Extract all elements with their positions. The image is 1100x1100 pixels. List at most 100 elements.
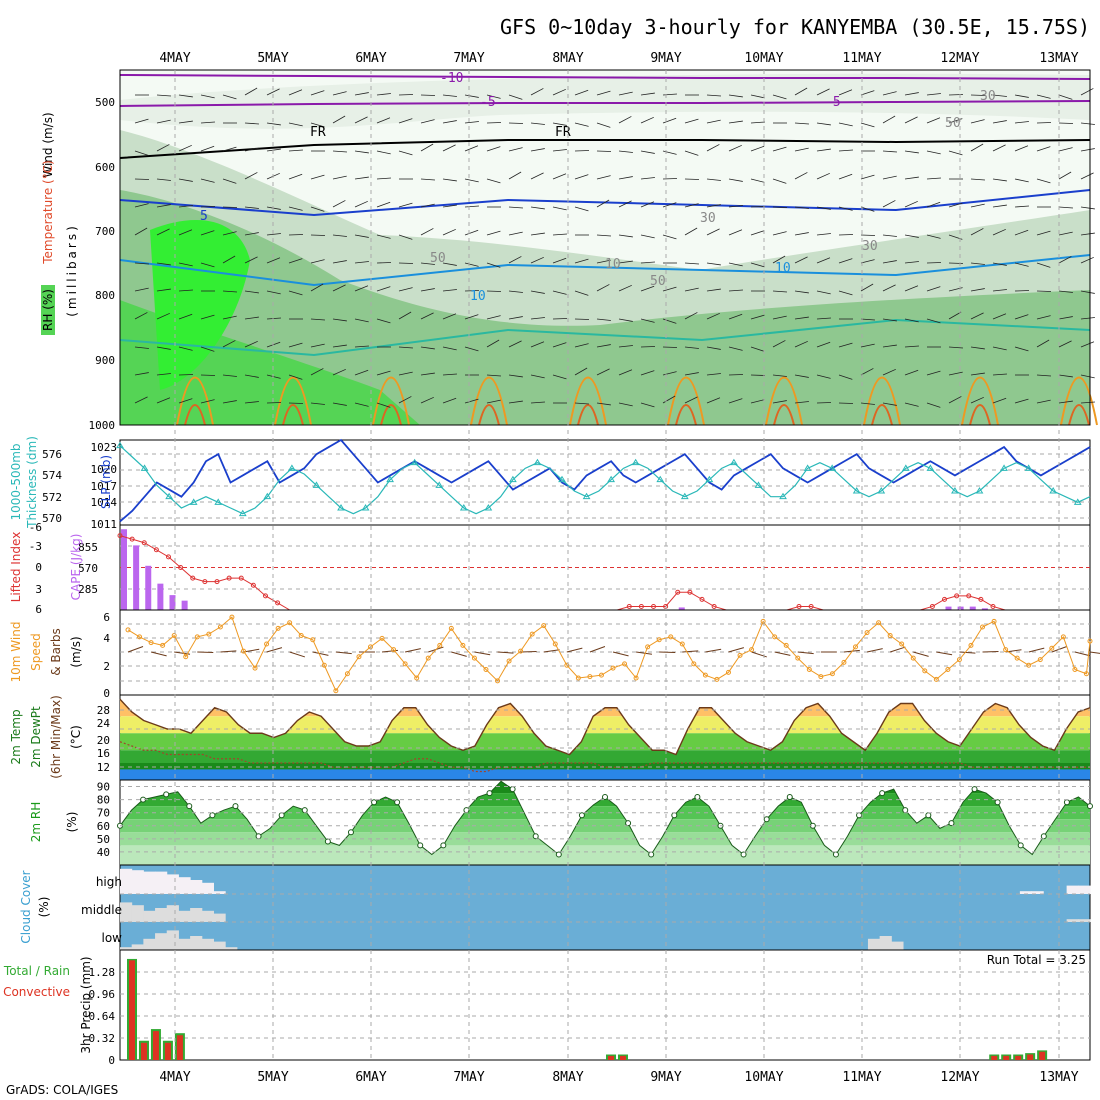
- wind-label-units: (m/s): [69, 636, 83, 667]
- wind-speed-point: [564, 662, 570, 668]
- contour-label: 50: [430, 251, 446, 266]
- rh-point: [232, 803, 239, 810]
- wind-barb: [904, 345, 919, 348]
- wind-speed-point: [402, 661, 408, 667]
- wind-speed-point: [391, 647, 397, 653]
- wind-barb: [398, 150, 413, 156]
- wind-barb: [750, 178, 765, 183]
- wind-barb: [1014, 262, 1029, 267]
- wind-barb: [332, 402, 347, 406]
- wind-barb: [266, 122, 281, 126]
- wind-speed-point: [714, 676, 720, 682]
- axis-tick-label: 60: [97, 820, 110, 833]
- wind-barb: [596, 368, 610, 376]
- axis-tick-label: 700: [95, 225, 115, 238]
- wind-barb: [244, 316, 259, 320]
- axis-tick-label: 570: [78, 562, 98, 575]
- wind-barb: [244, 172, 258, 180]
- wind-barb: [838, 206, 853, 211]
- wind-barb: [794, 232, 809, 236]
- axis-tick-label: 570: [42, 512, 62, 525]
- wind-speed-point: [679, 641, 685, 647]
- wind-barb: [376, 201, 391, 208]
- wind-barb: [244, 206, 259, 209]
- temperature-contour: [119, 254, 1091, 287]
- lifted-index-point: [178, 565, 184, 570]
- rh-point: [786, 794, 793, 800]
- surface-wind-barb: [1089, 651, 1100, 655]
- surface-wind-barb: [520, 650, 537, 653]
- wind-barb: [486, 230, 501, 236]
- wind-barb: [376, 93, 391, 96]
- wind-barb: [442, 144, 456, 152]
- wind-speed-point: [414, 675, 420, 681]
- wind-barb: [1080, 317, 1095, 320]
- wind-barb: [1058, 290, 1073, 293]
- rh-units: (%): [65, 812, 79, 833]
- axis-tick-label: 600: [95, 161, 115, 174]
- thickness-point: [435, 481, 444, 488]
- surface-wind-barb: [982, 650, 999, 653]
- wind-speed-point: [622, 661, 628, 667]
- wind-speed-point: [194, 634, 200, 640]
- lifted-index-point: [153, 547, 159, 553]
- wind-barb: [970, 119, 985, 124]
- wind-barb: [794, 147, 809, 152]
- wind-speed-point: [287, 620, 293, 626]
- surface-wind-barb: [451, 651, 467, 657]
- rh-label: RH (%): [41, 289, 55, 331]
- thickness-point: [730, 458, 738, 466]
- cloud-bar: [1078, 885, 1091, 894]
- cape-bar: [969, 606, 976, 610]
- wind-barb: [904, 150, 919, 154]
- cloud-bar: [1066, 885, 1079, 894]
- contour-label: 10: [605, 257, 621, 272]
- wind-barb: [794, 172, 808, 180]
- wind-barb: [838, 258, 853, 264]
- warm-contour-inner: [773, 404, 795, 426]
- wind-barb: [464, 262, 479, 267]
- cloud-bar: [190, 936, 203, 950]
- cloud-bar: [166, 930, 179, 950]
- wind-barb: [222, 94, 237, 100]
- thickness-point: [361, 504, 370, 511]
- wind-speed-point: [795, 655, 801, 661]
- surface-wind-barb: [774, 651, 791, 656]
- axis-tick-label: 80: [97, 794, 110, 807]
- wind-barb: [332, 150, 347, 153]
- rh-point: [1017, 842, 1024, 849]
- wind-barb: [222, 178, 237, 184]
- wind-barb: [750, 262, 765, 268]
- surface-wind-barb: [866, 648, 883, 653]
- rh-point: [740, 851, 747, 858]
- wind-barb: [332, 115, 346, 124]
- wind-barb: [596, 122, 611, 128]
- cape-bar: [957, 606, 964, 610]
- wind-barb: [200, 230, 215, 236]
- wind-barb: [728, 262, 743, 267]
- wind-barb: [860, 259, 875, 264]
- wind-barb: [530, 232, 545, 236]
- wind-speed-point: [818, 674, 824, 680]
- wind-barb: [354, 200, 368, 208]
- wind-speed-point: [945, 667, 951, 672]
- wind-barb: [926, 286, 941, 292]
- wind-barb: [134, 372, 149, 376]
- wind-barb: [1014, 346, 1029, 352]
- wind-barb: [860, 283, 874, 292]
- lifted-index-point: [117, 533, 123, 539]
- wind-barb: [178, 229, 193, 236]
- axis-tick-label: 800: [95, 289, 115, 302]
- wind-barb: [354, 369, 369, 376]
- wind-barb: [464, 346, 479, 352]
- wind-barb: [310, 368, 324, 376]
- cloud-bar: [131, 870, 144, 894]
- temp-label: 2m Temp: [9, 709, 23, 764]
- surface-wind-barb: [220, 650, 237, 653]
- wind-barb: [552, 233, 567, 236]
- wind-barb: [728, 144, 742, 152]
- wind-barb: [244, 256, 258, 264]
- wind-barb: [398, 287, 413, 292]
- thickness-point: [116, 441, 124, 449]
- rh-point: [463, 807, 470, 814]
